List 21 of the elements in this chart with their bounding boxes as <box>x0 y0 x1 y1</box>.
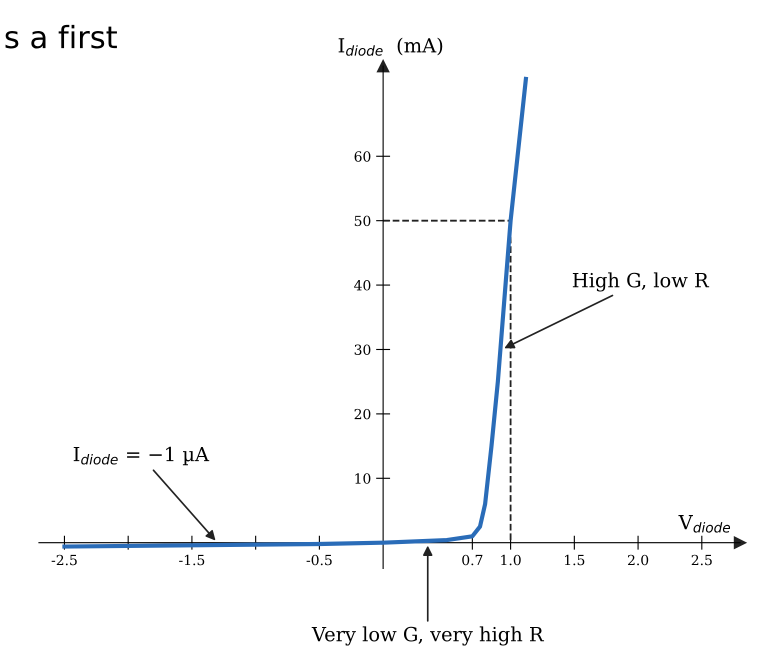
x-tick-label: 1.0 <box>501 554 521 566</box>
annotation: High G, low R <box>572 272 710 292</box>
y-axis-title: I$_{diode}$ (mA) <box>338 38 442 56</box>
text: s a first <box>6 24 117 49</box>
y-tick-label: 10 <box>355 473 370 484</box>
x-tick-label: -2.5 <box>52 554 77 566</box>
x-tick-label: 0.7 <box>462 554 482 566</box>
x-tick-label: -1.5 <box>179 554 204 566</box>
x-tick-label: -0.5 <box>306 554 332 566</box>
line-series <box>62 76 528 549</box>
x-axis-title: V$_{diode}$ <box>678 515 730 533</box>
y-tick-label: 60 <box>354 151 370 162</box>
annotation: Very low G, very high R <box>312 626 544 646</box>
x-tick-label: 2.0 <box>628 554 648 566</box>
x-tick-label: 2.5 <box>692 554 712 566</box>
y-tick-label: 50 <box>354 216 370 226</box>
y-tick-label: 40 <box>354 280 370 291</box>
annotation: I$_{diode}$ = −1 µA <box>74 446 210 466</box>
x-tick-label: 1.5 <box>564 554 584 566</box>
y-tick-label: 20 <box>354 408 370 420</box>
y-tick-label: 30 <box>354 344 370 355</box>
